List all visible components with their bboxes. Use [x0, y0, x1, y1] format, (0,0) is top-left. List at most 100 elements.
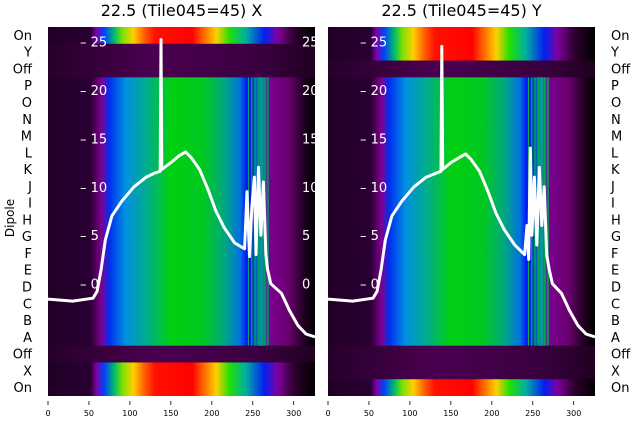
panel-y: 22.5 (Tile045=45) YOnYOffPONMLKJIHGFEDCB… [325, 1, 631, 418]
xtick-label: 100 [122, 409, 137, 418]
row-label: C [23, 297, 32, 312]
row-label: A [23, 331, 32, 346]
row-label: D [611, 280, 621, 295]
heatmap-row-f [328, 245, 595, 263]
heatmap-row-y [328, 43, 595, 62]
heatmap-row-b [328, 312, 595, 330]
row-label: A [611, 331, 620, 346]
row-label: Y [23, 46, 32, 61]
xtick-label: 300 [566, 409, 581, 418]
row-label: G [611, 230, 621, 245]
row-label: J [610, 180, 615, 195]
heatmap-row-off [48, 60, 315, 78]
heatmap-row-a [48, 328, 315, 347]
xtick-label: 200 [484, 409, 499, 418]
heatmap-row-n [328, 110, 595, 129]
heatmap-row-y [48, 43, 315, 62]
row-label: Off [611, 62, 631, 77]
inner-ytick-label-right: 15 [302, 132, 319, 147]
row-label: M [611, 130, 622, 145]
row-label: K [23, 163, 32, 178]
heatmap-row-on [48, 379, 315, 396]
inner-ytick-label: – 15 [360, 132, 387, 147]
inner-ytick-label: – 15 [80, 132, 107, 147]
row-label: I [611, 197, 615, 212]
row-label: L [611, 146, 619, 161]
heatmap-row-i [48, 194, 315, 213]
row-label: B [611, 314, 620, 329]
heatmap-row-f [48, 245, 315, 263]
heatmap-row-a [328, 328, 595, 347]
heatmap-row-h [48, 211, 315, 229]
row-label: P [611, 79, 619, 94]
row-label: On [611, 29, 629, 44]
xtick-label: 50 [364, 409, 374, 418]
row-label: J [27, 180, 32, 195]
row-label: On [611, 381, 629, 396]
heatmap-row-e [48, 261, 315, 280]
row-label: O [611, 96, 621, 111]
heatmap-row-e [328, 261, 595, 280]
heatmap-row-h [328, 211, 595, 229]
xtick-label: 0 [45, 409, 50, 418]
row-label: P [24, 79, 32, 94]
row-label: M [21, 130, 32, 145]
row-label: X [23, 364, 32, 379]
heatmap-row-on [48, 27, 315, 45]
inner-ytick-label: – 10 [80, 181, 107, 196]
inner-ytick-label: – 0 [360, 278, 379, 293]
xtick-label: 300 [286, 409, 301, 418]
panel-x: 22.5 (Tile045=45) X0510152025OnYOffPONML… [13, 1, 319, 418]
row-label: H [611, 213, 621, 228]
heatmap-row-k [328, 161, 595, 179]
row-label: E [611, 264, 619, 279]
inner-ytick-label-right: 5 [302, 229, 310, 244]
heatmap-row-x [48, 362, 315, 380]
row-label: I [28, 197, 32, 212]
heatmap: 0 5 10 15 20 25 [48, 27, 319, 396]
row-label: N [22, 113, 32, 128]
inner-ytick-label: – 25 [360, 36, 387, 51]
row-label: C [611, 297, 620, 312]
inner-ytick-label-right: 20 [302, 84, 319, 99]
streak [267, 77, 269, 346]
inner-ytick-label: – 10 [360, 181, 387, 196]
xtick-label: 250 [245, 409, 260, 418]
row-label: X [611, 364, 620, 379]
inner-ytick-label-right: 0 [302, 278, 310, 293]
heatmap-row-off [48, 345, 315, 364]
xtick-label: 100 [402, 409, 417, 418]
row-label: F [611, 247, 618, 262]
inner-ytick-label: – 5 [80, 229, 99, 244]
panel-title: 22.5 (Tile045=45) Y [381, 1, 542, 20]
row-label: On [14, 381, 32, 396]
panel-title: 22.5 (Tile045=45) X [101, 1, 263, 20]
heatmap-row-on [328, 379, 595, 396]
streak [547, 77, 549, 346]
series-line [48, 38, 315, 339]
heatmap-row-k [48, 161, 315, 179]
heatmap-row-x [328, 362, 595, 380]
row-label: K [611, 163, 620, 178]
row-label: L [25, 146, 33, 161]
row-label: N [611, 113, 621, 128]
row-label: O [22, 96, 32, 111]
xtick-label: 200 [204, 409, 219, 418]
row-label: Off [13, 348, 33, 363]
inner-ytick-label: – 20 [360, 84, 387, 99]
heatmap [328, 27, 595, 396]
inner-ytick-label-right: 25 [302, 36, 319, 51]
row-label: G [22, 230, 32, 245]
y-axis-label: Dipole [3, 199, 17, 237]
row-label: H [22, 213, 32, 228]
heatmap-row-b [48, 312, 315, 330]
heatmap-row-off [328, 345, 595, 364]
inner-ytick-label: – 20 [80, 84, 107, 99]
row-label: On [14, 29, 32, 44]
row-label: Off [13, 62, 33, 77]
row-label: Y [610, 46, 619, 61]
row-label: B [23, 314, 32, 329]
row-label: Off [611, 348, 631, 363]
row-label: D [22, 280, 32, 295]
